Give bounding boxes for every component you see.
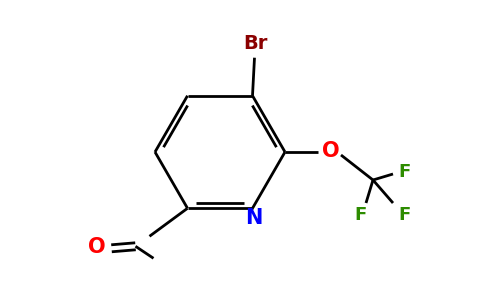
Text: F: F bbox=[355, 206, 367, 224]
Text: Br: Br bbox=[243, 34, 268, 53]
Text: N: N bbox=[245, 208, 262, 228]
Text: F: F bbox=[399, 163, 411, 181]
Text: O: O bbox=[88, 237, 106, 257]
Text: O: O bbox=[322, 141, 340, 161]
Text: F: F bbox=[399, 206, 411, 224]
